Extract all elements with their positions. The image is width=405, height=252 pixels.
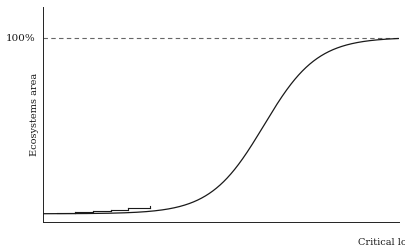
Y-axis label: Ecosystems area: Ecosystems area (30, 73, 39, 156)
Text: 100%: 100% (6, 34, 36, 43)
X-axis label: Critical load: Critical load (357, 238, 405, 246)
